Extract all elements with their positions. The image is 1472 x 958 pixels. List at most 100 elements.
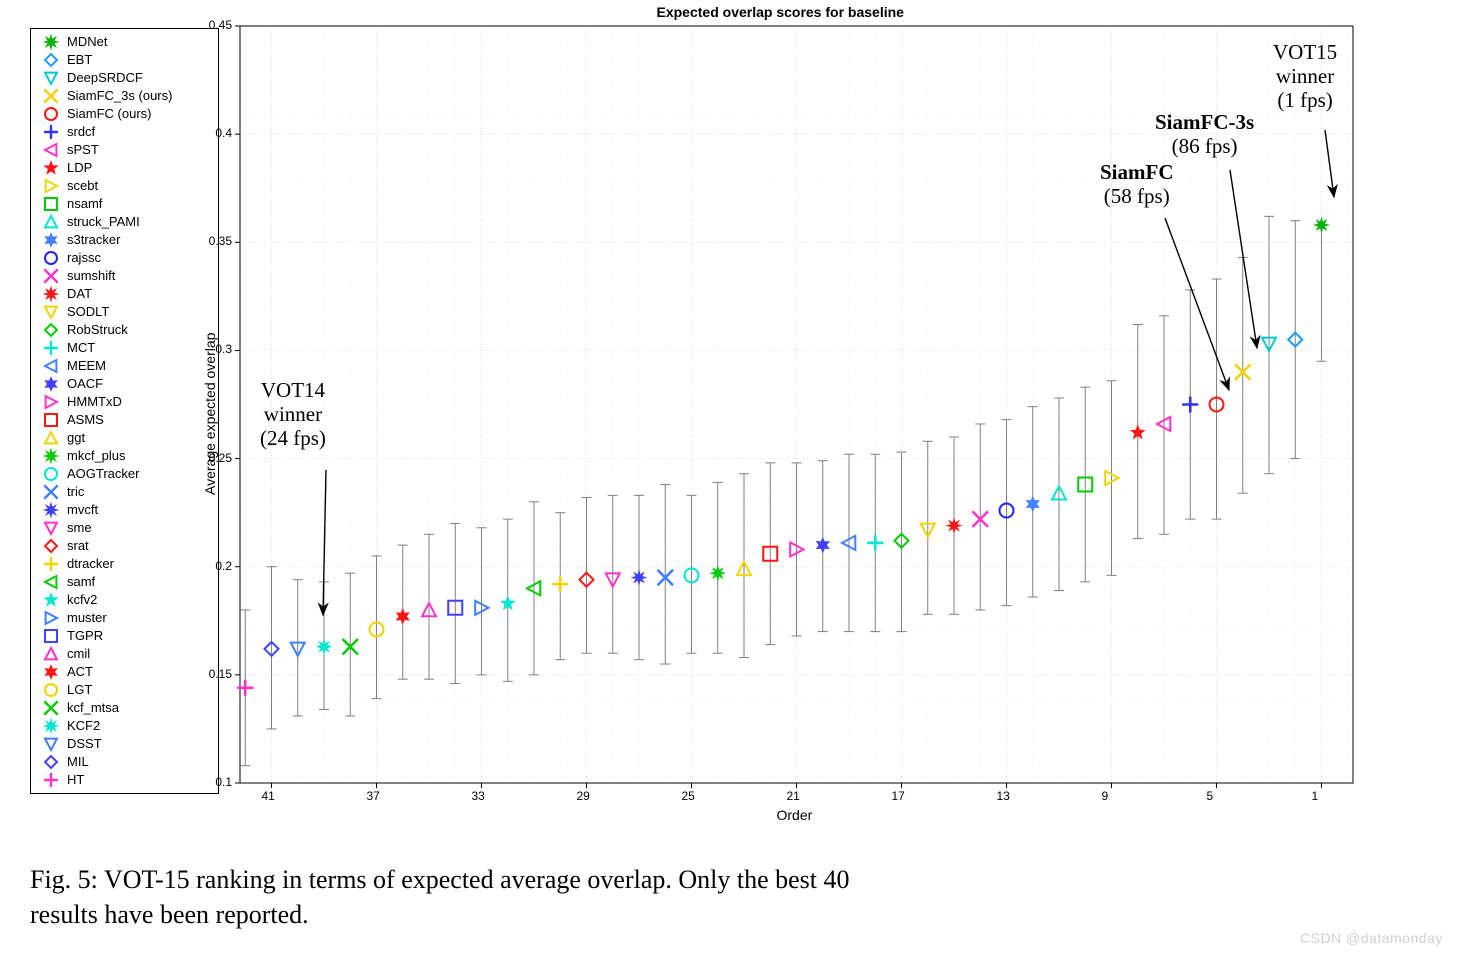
legend-label: muster [65,609,107,627]
legend-item-sumshift: sumshift [37,267,212,285]
legend-label: srat [65,537,89,555]
legend-label: DSST [65,735,102,753]
legend-item-sme: sme [37,519,212,537]
x-axis-label: Order [777,807,813,823]
legend-label: TGPR [65,627,103,645]
figure-caption: Fig. 5: VOT-15 ranking in terms of expec… [30,862,850,932]
legend-label: rajssc [65,249,101,267]
legend-label: HT [65,771,84,789]
legend-label: SiamFC_3s (ours) [65,87,172,105]
x-tick-label: 17 [892,789,905,803]
data-point-KCF2 [316,639,331,654]
legend-item-ASMS: ASMS [37,411,212,429]
legend-label: mkcf_plus [65,447,126,465]
legend-label: SiamFC (ours) [65,105,152,123]
legend-item-srat: srat [37,537,212,555]
data-point-mvcft [631,570,646,585]
legend-item-kcfv2: kcfv2 [37,591,212,609]
legend-item-cmil: cmil [37,645,212,663]
y-tick-label: 0.35 [209,234,232,248]
legend-label: LDP [65,159,92,177]
annotation-vot14: VOT14winner(24 fps) [260,378,326,450]
legend-label: dtracker [65,555,114,573]
legend-label: EBT [65,51,92,69]
legend-label: AOGTracker [65,465,139,483]
y-tick-label: 0.3 [215,342,232,356]
legend-label: MIL [65,753,89,771]
y-tick-label: 0.4 [215,126,232,140]
legend-item-kcf_mtsa: kcf_mtsa [37,699,212,717]
legend-label: ASMS [65,411,104,429]
legend-item-scebt: scebt [37,177,212,195]
y-tick-label: 0.1 [215,775,232,789]
legend-item-AOGTracker: AOGTracker [37,465,212,483]
legend-item-tric: tric [37,483,212,501]
legend-item-EBT: EBT [37,51,212,69]
x-tick-label: 21 [787,789,800,803]
legend-label: mvcft [65,501,98,519]
legend-item-MCT: MCT [37,339,212,357]
legend-item-samf: samf [37,573,212,591]
y-tick-label: 0.15 [209,667,232,681]
legend-item-s3tracker: s3tracker [37,231,212,249]
x-tick-label: 41 [262,789,275,803]
legend-item-MIL: MIL [37,753,212,771]
legend-label: srdcf [65,123,95,141]
legend-item-LDP: LDP [37,159,212,177]
x-tick-label: 33 [472,789,485,803]
y-axis-label: Average expected overlap [202,332,218,494]
x-tick-label: 5 [1207,789,1214,803]
legend-item-struck_PAMI: struck_PAMI [37,213,212,231]
legend-label: ACT [65,663,93,681]
legend-item-nsamf: nsamf [37,195,212,213]
legend-label: sme [65,519,92,537]
legend-label: DeepSRDCF [65,69,143,87]
data-point-mkcf_plus [710,566,725,581]
legend-label: tric [65,483,84,501]
x-tick-label: 9 [1102,789,1109,803]
x-tick-label: 25 [682,789,695,803]
legend-label: cmil [65,645,90,663]
legend-item-srdcf: srdcf [37,123,212,141]
annotation-vot15: VOT15winner(1 fps) [1273,40,1337,112]
caption-line1: Fig. 5: VOT-15 ranking in terms of expec… [30,865,850,894]
legend-box: MDNetEBTDeepSRDCFSiamFC_3s (ours)SiamFC … [30,28,219,794]
legend-label: OACF [65,375,103,393]
legend-item-dtracker: dtracker [37,555,212,573]
legend-label: MEEM [65,357,106,375]
watermark: CSDN @datamonday [1300,930,1443,946]
legend-label: HMMTxD [65,393,122,411]
legend-label: LGT [65,681,92,699]
y-tick-label: 0.25 [209,451,232,465]
legend-item-HT: HT [37,771,212,789]
x-tick-label: 1 [1312,789,1319,803]
legend-item-LGT: LGT [37,681,212,699]
legend-label: kcfv2 [65,591,97,609]
legend-item-DAT: DAT [37,285,212,303]
legend-item-OACF: OACF [37,375,212,393]
legend-label: MCT [65,339,95,357]
data-point-MDNet [1314,217,1329,232]
y-tick-label: 0.2 [215,559,232,573]
legend-item-ggt: ggt [37,429,212,447]
legend-label: nsamf [65,195,102,213]
annotation-siamfc: SiamFC(58 fps) [1100,160,1174,208]
chart-title: Expected overlap scores for baseline [657,4,904,20]
legend-item-DeepSRDCF: DeepSRDCF [37,69,212,87]
legend-item-TGPR: TGPR [37,627,212,645]
legend-label: DAT [65,285,92,303]
caption-line2: results have been reported. [30,900,309,929]
legend-label: s3tracker [65,231,120,249]
legend-item-SiamFC_3s-ours-: SiamFC_3s (ours) [37,87,212,105]
legend-item-HMMTxD: HMMTxD [37,393,212,411]
x-tick-label: 13 [997,789,1010,803]
legend-item-rajssc: rajssc [37,249,212,267]
legend-label: SODLT [65,303,109,321]
legend-label: ggt [65,429,85,447]
legend-item-sPST: sPST [37,141,212,159]
annotation-siamfc3s: SiamFC-3s(86 fps) [1155,110,1254,158]
legend-item-mvcft: mvcft [37,501,212,519]
legend-item-MDNet: MDNet [37,33,212,51]
x-tick-label: 37 [367,789,380,803]
legend-item-ACT: ACT [37,663,212,681]
